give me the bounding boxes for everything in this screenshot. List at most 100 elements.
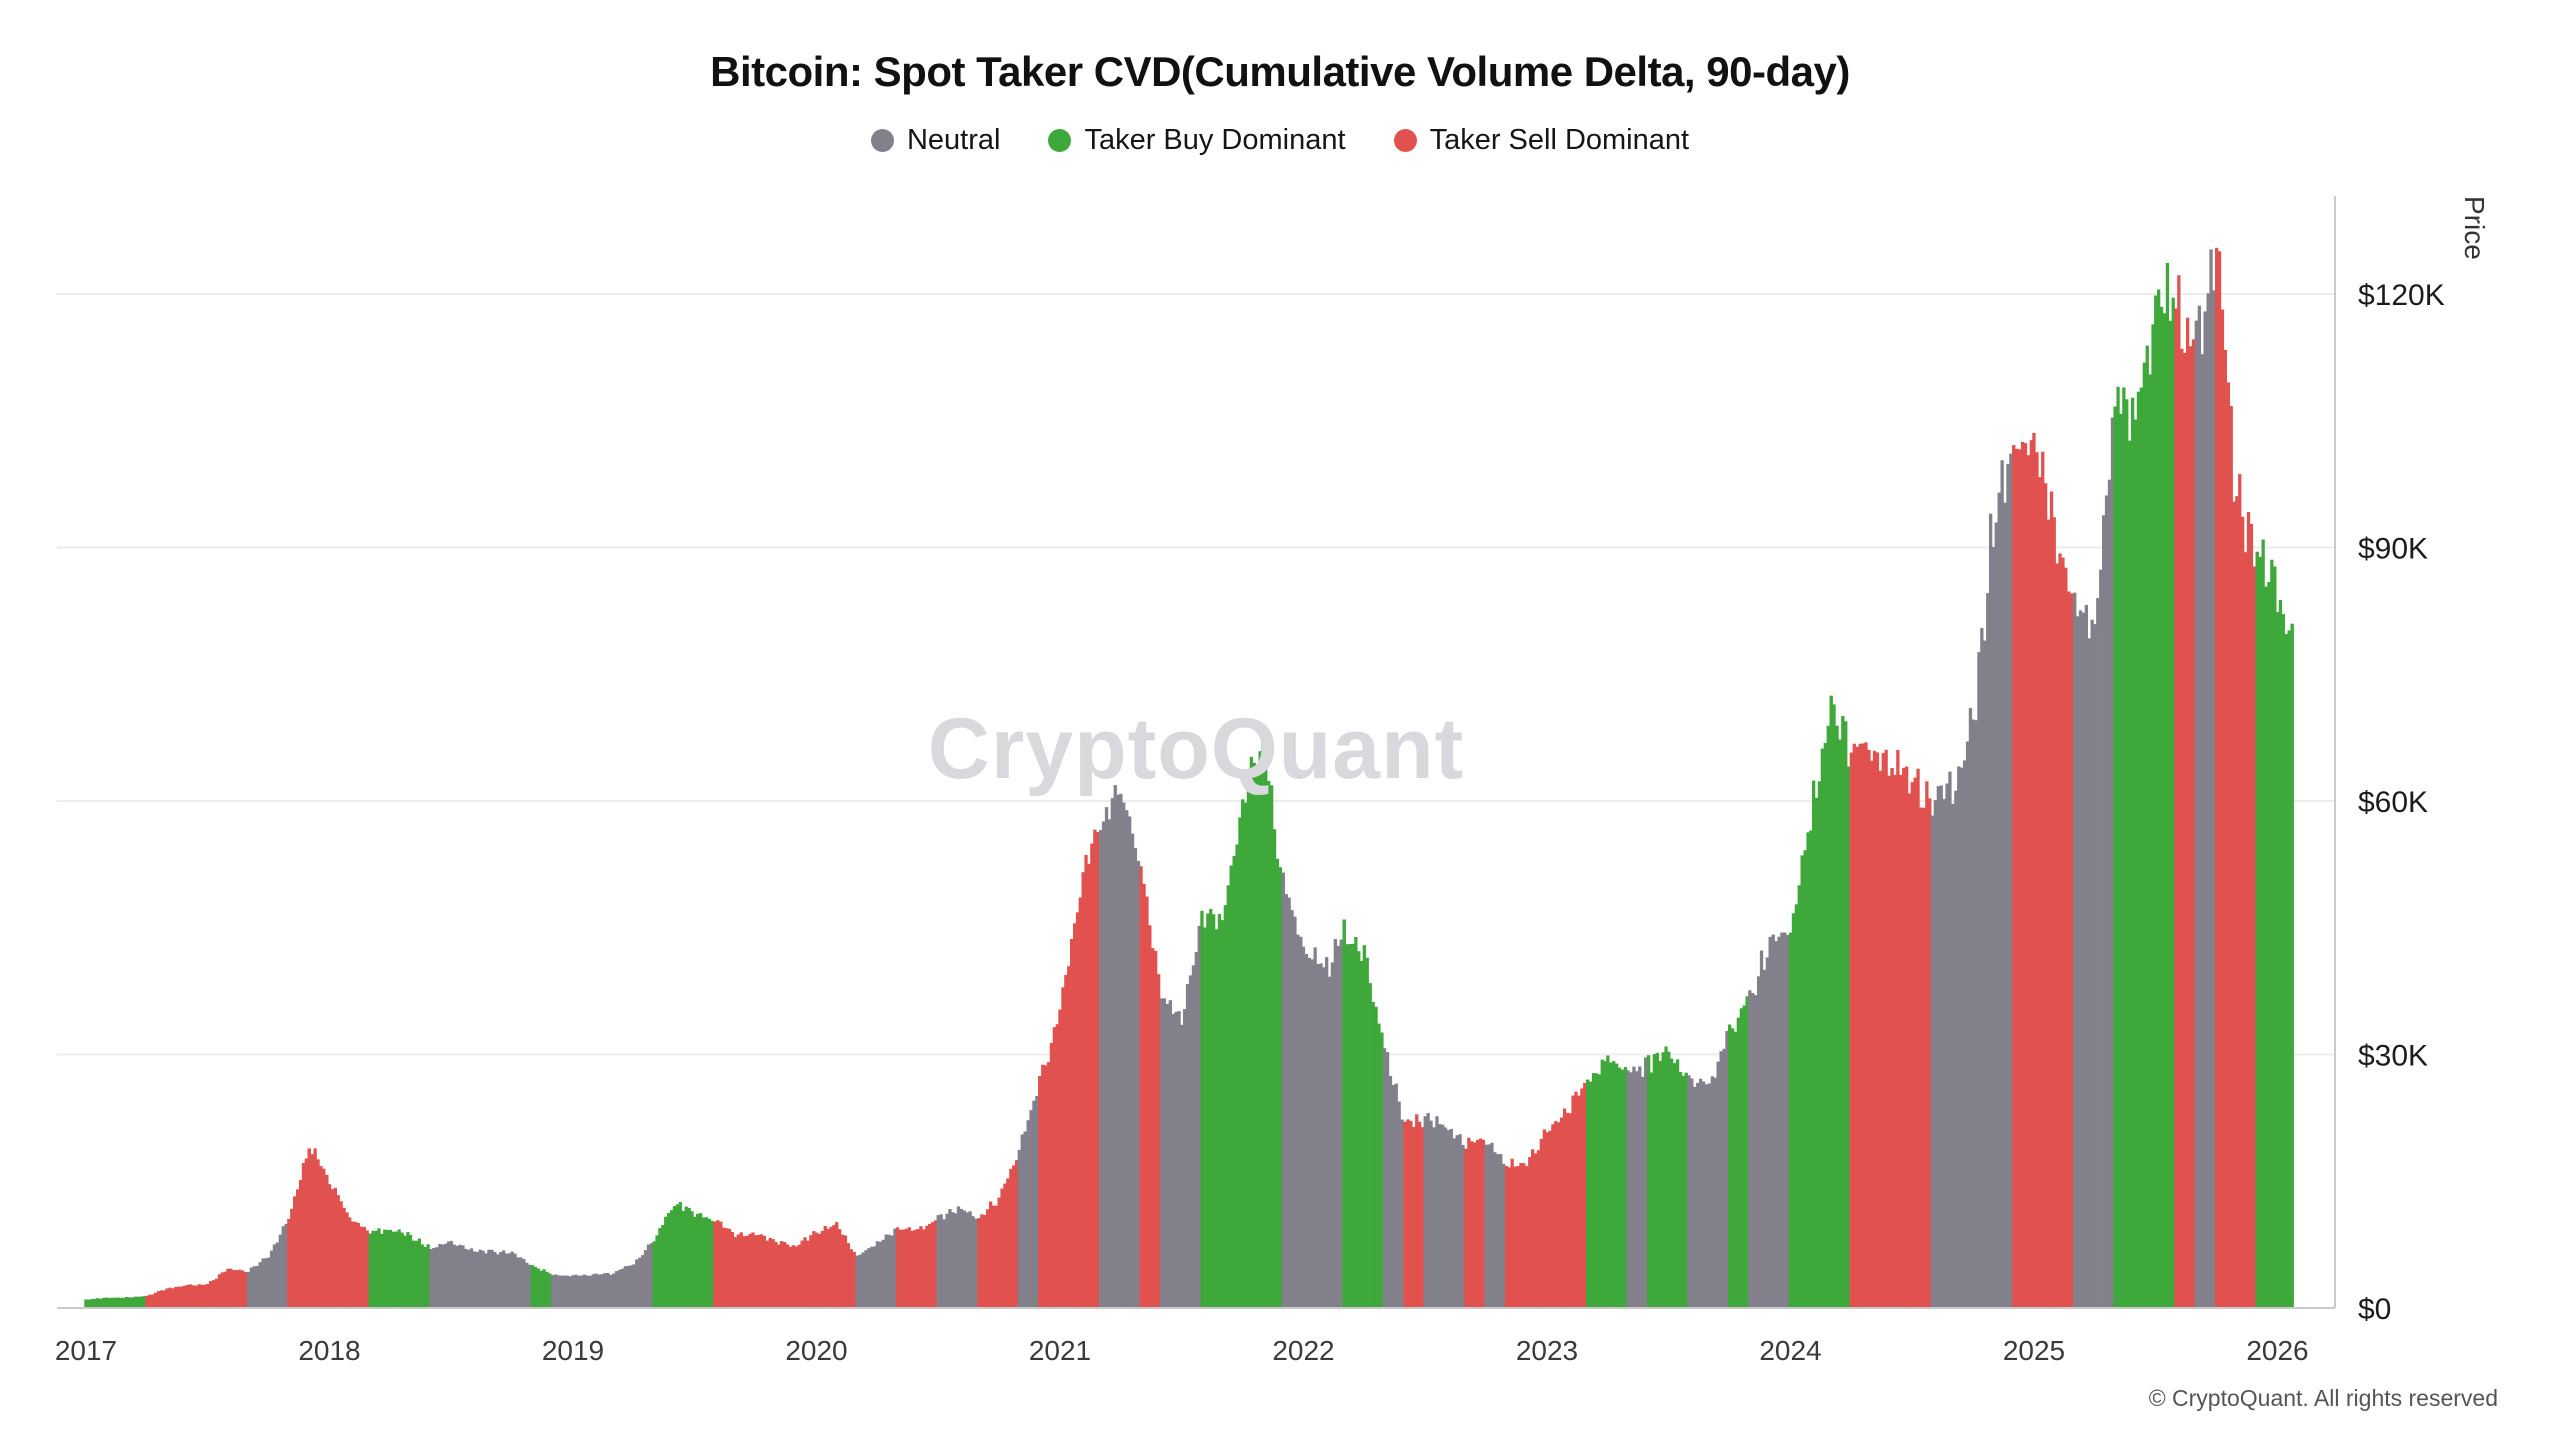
price-bar bbox=[898, 1229, 903, 1308]
price-bar bbox=[1101, 821, 1106, 1308]
price-bar bbox=[2015, 448, 2019, 1308]
price-bar bbox=[446, 1241, 451, 1308]
legend-label-taker-buy: Taker Buy Dominant bbox=[1084, 124, 1346, 156]
price-bar bbox=[1983, 640, 1987, 1308]
price-bar bbox=[359, 1226, 363, 1308]
legend-item-taker-sell[interactable]: Taker Sell Dominant bbox=[1393, 124, 1689, 157]
price-bar bbox=[394, 1231, 398, 1308]
price-bar bbox=[1017, 1149, 1021, 1308]
legend-label-neutral: Neutral bbox=[906, 124, 1001, 156]
price-bar bbox=[386, 1230, 390, 1308]
price-bar bbox=[864, 1250, 868, 1308]
price-bar bbox=[475, 1252, 479, 1308]
price-bar bbox=[499, 1252, 503, 1308]
price-bar bbox=[629, 1265, 633, 1308]
price-bar bbox=[1382, 1048, 1387, 1308]
price-bar bbox=[701, 1217, 706, 1308]
price-bar bbox=[278, 1234, 282, 1308]
price-bar bbox=[333, 1187, 337, 1308]
price-bar bbox=[1296, 934, 1300, 1308]
price-bar bbox=[1617, 1067, 1622, 1308]
price-bar bbox=[1000, 1188, 1004, 1308]
price-bar bbox=[1035, 1096, 1039, 1308]
price-bar bbox=[1989, 513, 1993, 1308]
price-bar bbox=[1249, 756, 1253, 1308]
price-bar bbox=[1246, 791, 1251, 1308]
price-bar bbox=[835, 1222, 839, 1308]
price-bar bbox=[968, 1211, 972, 1308]
legend-item-neutral[interactable]: Neutral bbox=[870, 124, 1001, 157]
price-bar bbox=[1664, 1046, 1668, 1308]
price-bar bbox=[1241, 799, 1245, 1308]
price-bar bbox=[1209, 908, 1213, 1308]
price-bar bbox=[2055, 563, 2059, 1308]
price-bar bbox=[1299, 936, 1303, 1308]
price-bar bbox=[1994, 522, 1998, 1308]
price-bar bbox=[913, 1229, 917, 1308]
price-bar bbox=[806, 1240, 810, 1308]
price-bar bbox=[2217, 251, 2222, 1308]
price-bar bbox=[1754, 995, 1758, 1308]
price-bar bbox=[2290, 623, 2294, 1308]
price-bar bbox=[504, 1253, 509, 1308]
price-bar bbox=[232, 1270, 236, 1308]
price-bar bbox=[223, 1271, 227, 1308]
legend-item-taker-buy[interactable]: Taker Buy Dominant bbox=[1048, 124, 1346, 157]
price-bar bbox=[2215, 247, 2219, 1308]
price-bar bbox=[1513, 1166, 1517, 1308]
price-bar bbox=[1374, 1006, 1378, 1308]
price-bar bbox=[156, 1291, 161, 1308]
price-bar bbox=[397, 1229, 401, 1308]
price-bar bbox=[1791, 913, 1796, 1308]
price-bar bbox=[2209, 249, 2213, 1308]
price-bar bbox=[1896, 749, 1900, 1308]
price-bar bbox=[840, 1234, 845, 1308]
price-bar bbox=[1910, 782, 1914, 1308]
price-bar bbox=[2067, 591, 2071, 1308]
price-bar bbox=[301, 1163, 306, 1308]
price-bar bbox=[754, 1235, 758, 1308]
price-bar bbox=[1301, 946, 1306, 1308]
price-bar bbox=[1461, 1144, 1465, 1308]
price-bar bbox=[1806, 832, 1810, 1308]
price-bar bbox=[1261, 729, 1265, 1308]
price-bar bbox=[1635, 1071, 1639, 1308]
price-bar bbox=[974, 1218, 978, 1308]
price-bar bbox=[1493, 1152, 1497, 1308]
price-bar bbox=[478, 1249, 482, 1308]
price-bar bbox=[1038, 1076, 1042, 1308]
price-bar bbox=[530, 1265, 534, 1308]
price-bar bbox=[661, 1225, 665, 1308]
price-bar bbox=[635, 1259, 639, 1308]
price-bar bbox=[467, 1249, 471, 1308]
price-bar bbox=[1307, 957, 1311, 1308]
price-bar bbox=[1788, 932, 1793, 1308]
price-bar bbox=[351, 1221, 355, 1308]
price-bar bbox=[614, 1271, 619, 1308]
price-bar bbox=[893, 1228, 897, 1308]
price-bar bbox=[884, 1234, 888, 1308]
price-bar bbox=[502, 1250, 506, 1308]
price-bar bbox=[2168, 320, 2172, 1308]
price-bar bbox=[1797, 885, 1801, 1308]
price-bar bbox=[2180, 348, 2184, 1308]
price-bar bbox=[1957, 766, 1961, 1308]
price-bar bbox=[800, 1240, 804, 1308]
price-bar bbox=[2012, 445, 2016, 1308]
price-bar bbox=[1974, 720, 1978, 1308]
price-bar bbox=[1342, 919, 1346, 1308]
price-bar bbox=[2087, 638, 2091, 1308]
price-bar bbox=[1872, 750, 1877, 1308]
price-bar bbox=[1612, 1061, 1616, 1308]
price-bar bbox=[1661, 1052, 1665, 1308]
price-bar bbox=[812, 1231, 816, 1308]
price-bar bbox=[1464, 1148, 1468, 1308]
price-bar bbox=[855, 1255, 859, 1308]
price-bar bbox=[348, 1217, 352, 1308]
price-bar bbox=[423, 1246, 427, 1308]
price-bar bbox=[1887, 775, 1891, 1308]
price-bar bbox=[125, 1297, 129, 1308]
price-bar bbox=[469, 1248, 474, 1308]
price-bar bbox=[2061, 557, 2065, 1308]
price-bar bbox=[646, 1244, 651, 1308]
